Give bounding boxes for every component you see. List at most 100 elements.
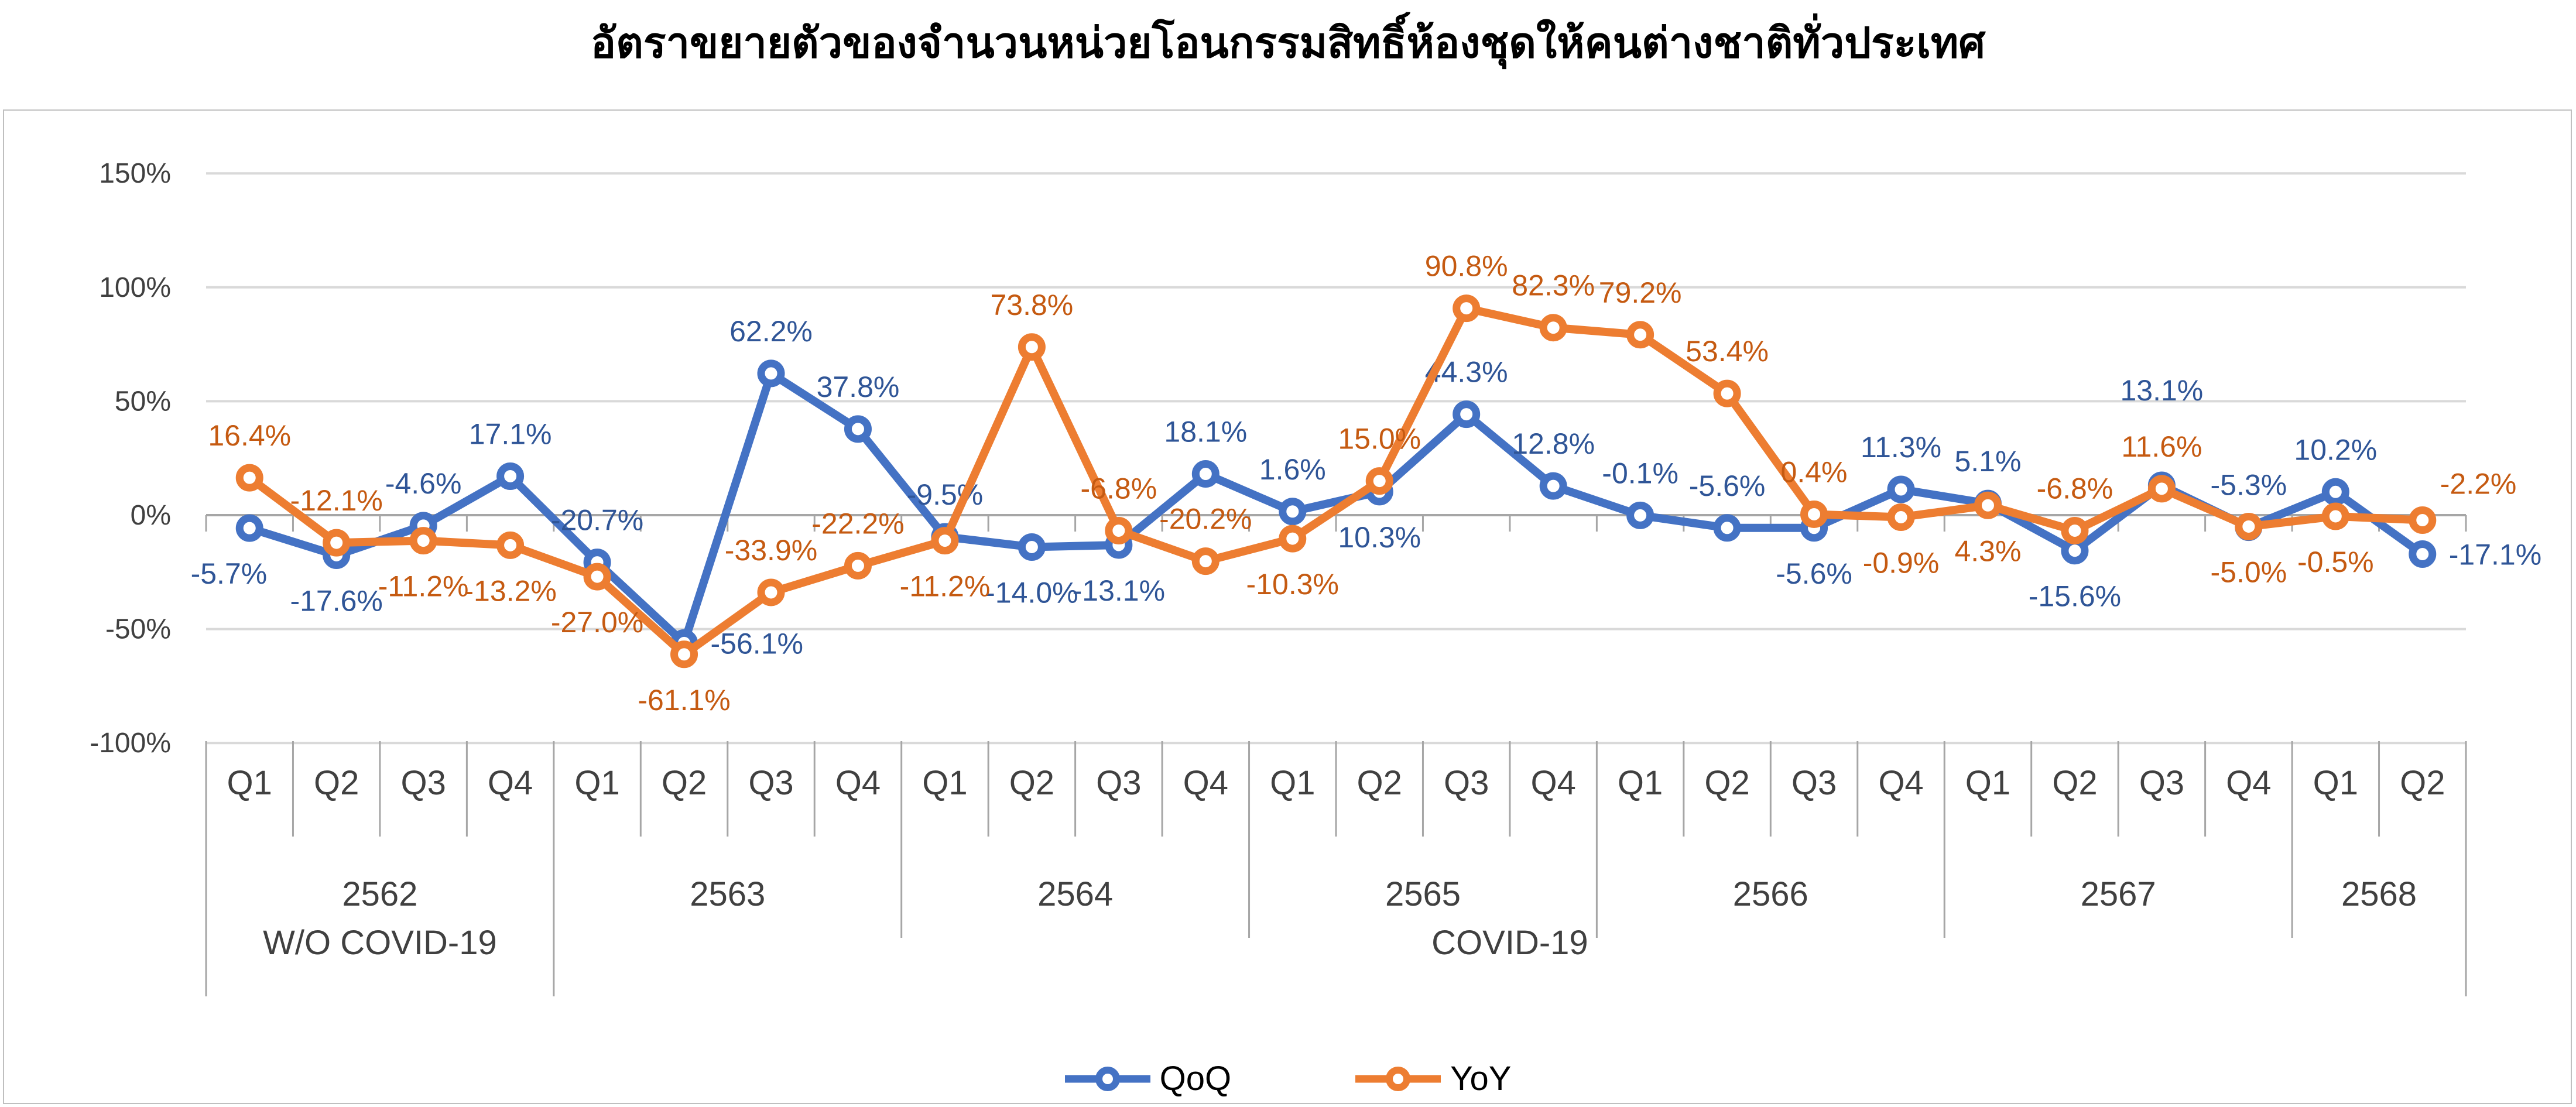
period-label: COVID-19	[1431, 924, 1588, 962]
qoq-data-label: -15.6%	[2029, 580, 2121, 613]
qoq-marker	[1626, 501, 1654, 529]
qoq-marker	[1713, 514, 1741, 542]
quarter-label: Q2	[2400, 764, 2445, 802]
y-axis-tick-label: 150%	[99, 158, 171, 189]
yoy-legend-marker-icon	[1355, 1066, 1441, 1091]
yoy-data-label: 79.2%	[1599, 276, 1682, 309]
yoy-series-line	[245, 304, 2427, 659]
legend-label-qoq: QoQ	[1159, 1060, 1232, 1098]
qoq-marker	[757, 359, 785, 388]
qoq-data-label: -5.6%	[1776, 557, 1852, 590]
line-chart: 150% 100% 50% 0% -50% -100% Q1 Q2 Q3 Q4 Q1 Q2 Q3 Q4 Q1…	[90, 158, 2541, 996]
qoq-marker	[1018, 533, 1046, 561]
legend-item-yoy: YoY	[1354, 1059, 1511, 1098]
quarter-label: Q1	[1270, 764, 1315, 802]
year-label: 2568	[2341, 875, 2417, 913]
qoq-marker	[1539, 472, 1567, 500]
quarter-label: Q1	[574, 764, 619, 802]
yoy-marker	[1539, 314, 1567, 342]
year-label: 2562	[342, 875, 417, 913]
qoq-data-label: -14.0%	[985, 576, 1078, 609]
qoq-data-label: 37.8%	[817, 371, 900, 403]
quarter-label: Q2	[314, 764, 359, 802]
yoy-marker	[2409, 506, 2437, 534]
yoy-marker	[2235, 512, 2263, 540]
quarter-label: Q4	[1878, 764, 1923, 802]
qoq-data-label: -17.1%	[2449, 539, 2541, 571]
qoq-marker	[2321, 478, 2349, 506]
yoy-data-label: -20.2%	[1159, 503, 1252, 536]
yoy-marker	[670, 640, 698, 669]
qoq-data-label: 13.1%	[2120, 374, 2203, 407]
quarter-label: Q2	[1009, 764, 1054, 802]
qoq-data-label: 10.2%	[2294, 433, 2377, 466]
yoy-marker	[1453, 294, 1481, 323]
y-axis-tick-label: 100%	[99, 272, 171, 303]
yoy-marker	[409, 527, 437, 555]
yoy-marker	[323, 529, 351, 557]
quarter-label: Q4	[2226, 764, 2271, 802]
yoy-data-label: 90.8%	[1425, 250, 1508, 283]
qoq-data-label: -5.7%	[191, 557, 268, 590]
qoq-data-label: 11.3%	[1861, 431, 1941, 464]
qoq-marker	[496, 462, 525, 490]
quarter-label: Q1	[1965, 764, 2010, 802]
yoy-marker	[583, 563, 611, 591]
qoq-data-label: 5.1%	[1954, 445, 2021, 478]
quarter-label: Q4	[835, 764, 881, 802]
qoq-marker	[844, 415, 872, 443]
yoy-marker	[2147, 475, 2176, 503]
quarter-label: Q2	[1357, 764, 1402, 802]
quarter-label: Q3	[748, 764, 793, 802]
period-label: W/O COVID-19	[263, 924, 497, 962]
qoq-data-label: -5.6%	[1689, 469, 1766, 502]
qoq-data-label: 18.1%	[1164, 416, 1247, 448]
yoy-marker	[1191, 547, 1220, 575]
qoq-marker	[1191, 460, 1220, 488]
yoy-data-label: -12.1%	[290, 484, 382, 517]
yoy-marker	[1974, 491, 2002, 519]
yoy-data-label: 82.3%	[1512, 269, 1595, 302]
yoy-data-label: -6.8%	[1081, 472, 1157, 505]
quarter-label: Q1	[227, 764, 272, 802]
yoy-data-label: -13.2%	[464, 574, 556, 607]
quarter-label: Q3	[400, 764, 446, 802]
yoy-data-label: -22.2%	[811, 507, 904, 540]
yoy-marker	[1279, 525, 1307, 553]
legend: QoQ YoY	[4, 1059, 2571, 1098]
qoq-data-label: 17.1%	[469, 417, 552, 450]
yoy-marker	[2061, 516, 2089, 544]
qoq-marker	[2409, 540, 2437, 568]
quarter-label: Q2	[2052, 764, 2097, 802]
yoy-data-label: -11.2%	[900, 570, 991, 603]
yoy-data-label: -61.1%	[638, 684, 730, 717]
yoy-data-label: 0.4%	[1781, 455, 1848, 488]
yoy-data-label: 11.6%	[2121, 430, 2202, 463]
yoy-data-label: 16.4%	[208, 419, 291, 452]
quarter-label: Q3	[1791, 764, 1837, 802]
yoy-marker	[1887, 503, 1915, 532]
qoq-legend-marker-icon	[1064, 1066, 1150, 1091]
legend-item-qoq: QoQ	[1064, 1059, 1232, 1098]
year-label: 2566	[1733, 875, 1808, 913]
quarter-label: Q1	[922, 764, 967, 802]
quarter-label: Q2	[662, 764, 707, 802]
year-label: 2565	[1385, 875, 1461, 913]
qoq-data-label: -5.3%	[2211, 469, 2287, 502]
chart-title: อัตราขยายตัวของจำนวนหน่วยโอนกรรมสิทธิ์ห้…	[590, 20, 1986, 67]
qoq-data-label: -20.7%	[551, 504, 643, 537]
yoy-data-label: -33.9%	[725, 534, 817, 567]
quarter-label: Q2	[1704, 764, 1749, 802]
quarter-label: Q3	[2139, 764, 2184, 802]
y-axis-tick-label: 50%	[115, 386, 171, 417]
yoy-marker	[757, 578, 785, 606]
yoy-data-label: 53.4%	[1686, 335, 1769, 368]
year-label: 2564	[1037, 875, 1113, 913]
yoy-data-label: -11.2%	[378, 570, 469, 603]
y-axis-tick-label: -100%	[90, 728, 171, 759]
yoy-data-label: -27.0%	[551, 606, 643, 639]
yoy-marker	[1018, 333, 1046, 361]
qoq-data-label: 62.2%	[729, 315, 813, 348]
quarter-label: Q1	[2313, 764, 2358, 802]
year-label: 2567	[2081, 875, 2156, 913]
